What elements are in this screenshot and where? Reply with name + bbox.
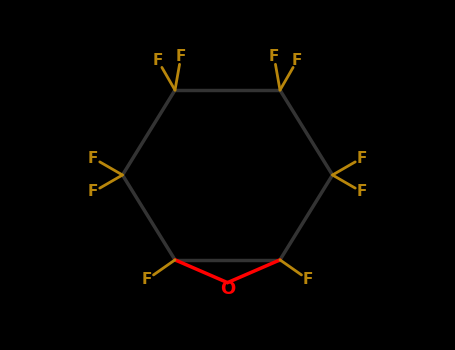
Text: F: F xyxy=(88,184,98,200)
Text: F: F xyxy=(88,150,98,166)
Text: F: F xyxy=(303,272,313,287)
Text: F: F xyxy=(357,184,367,200)
Text: F: F xyxy=(142,272,152,287)
Text: F: F xyxy=(357,150,367,166)
Text: F: F xyxy=(292,53,302,68)
Text: F: F xyxy=(153,53,163,68)
Text: F: F xyxy=(269,49,279,64)
Text: O: O xyxy=(220,280,235,298)
Text: F: F xyxy=(176,49,186,64)
